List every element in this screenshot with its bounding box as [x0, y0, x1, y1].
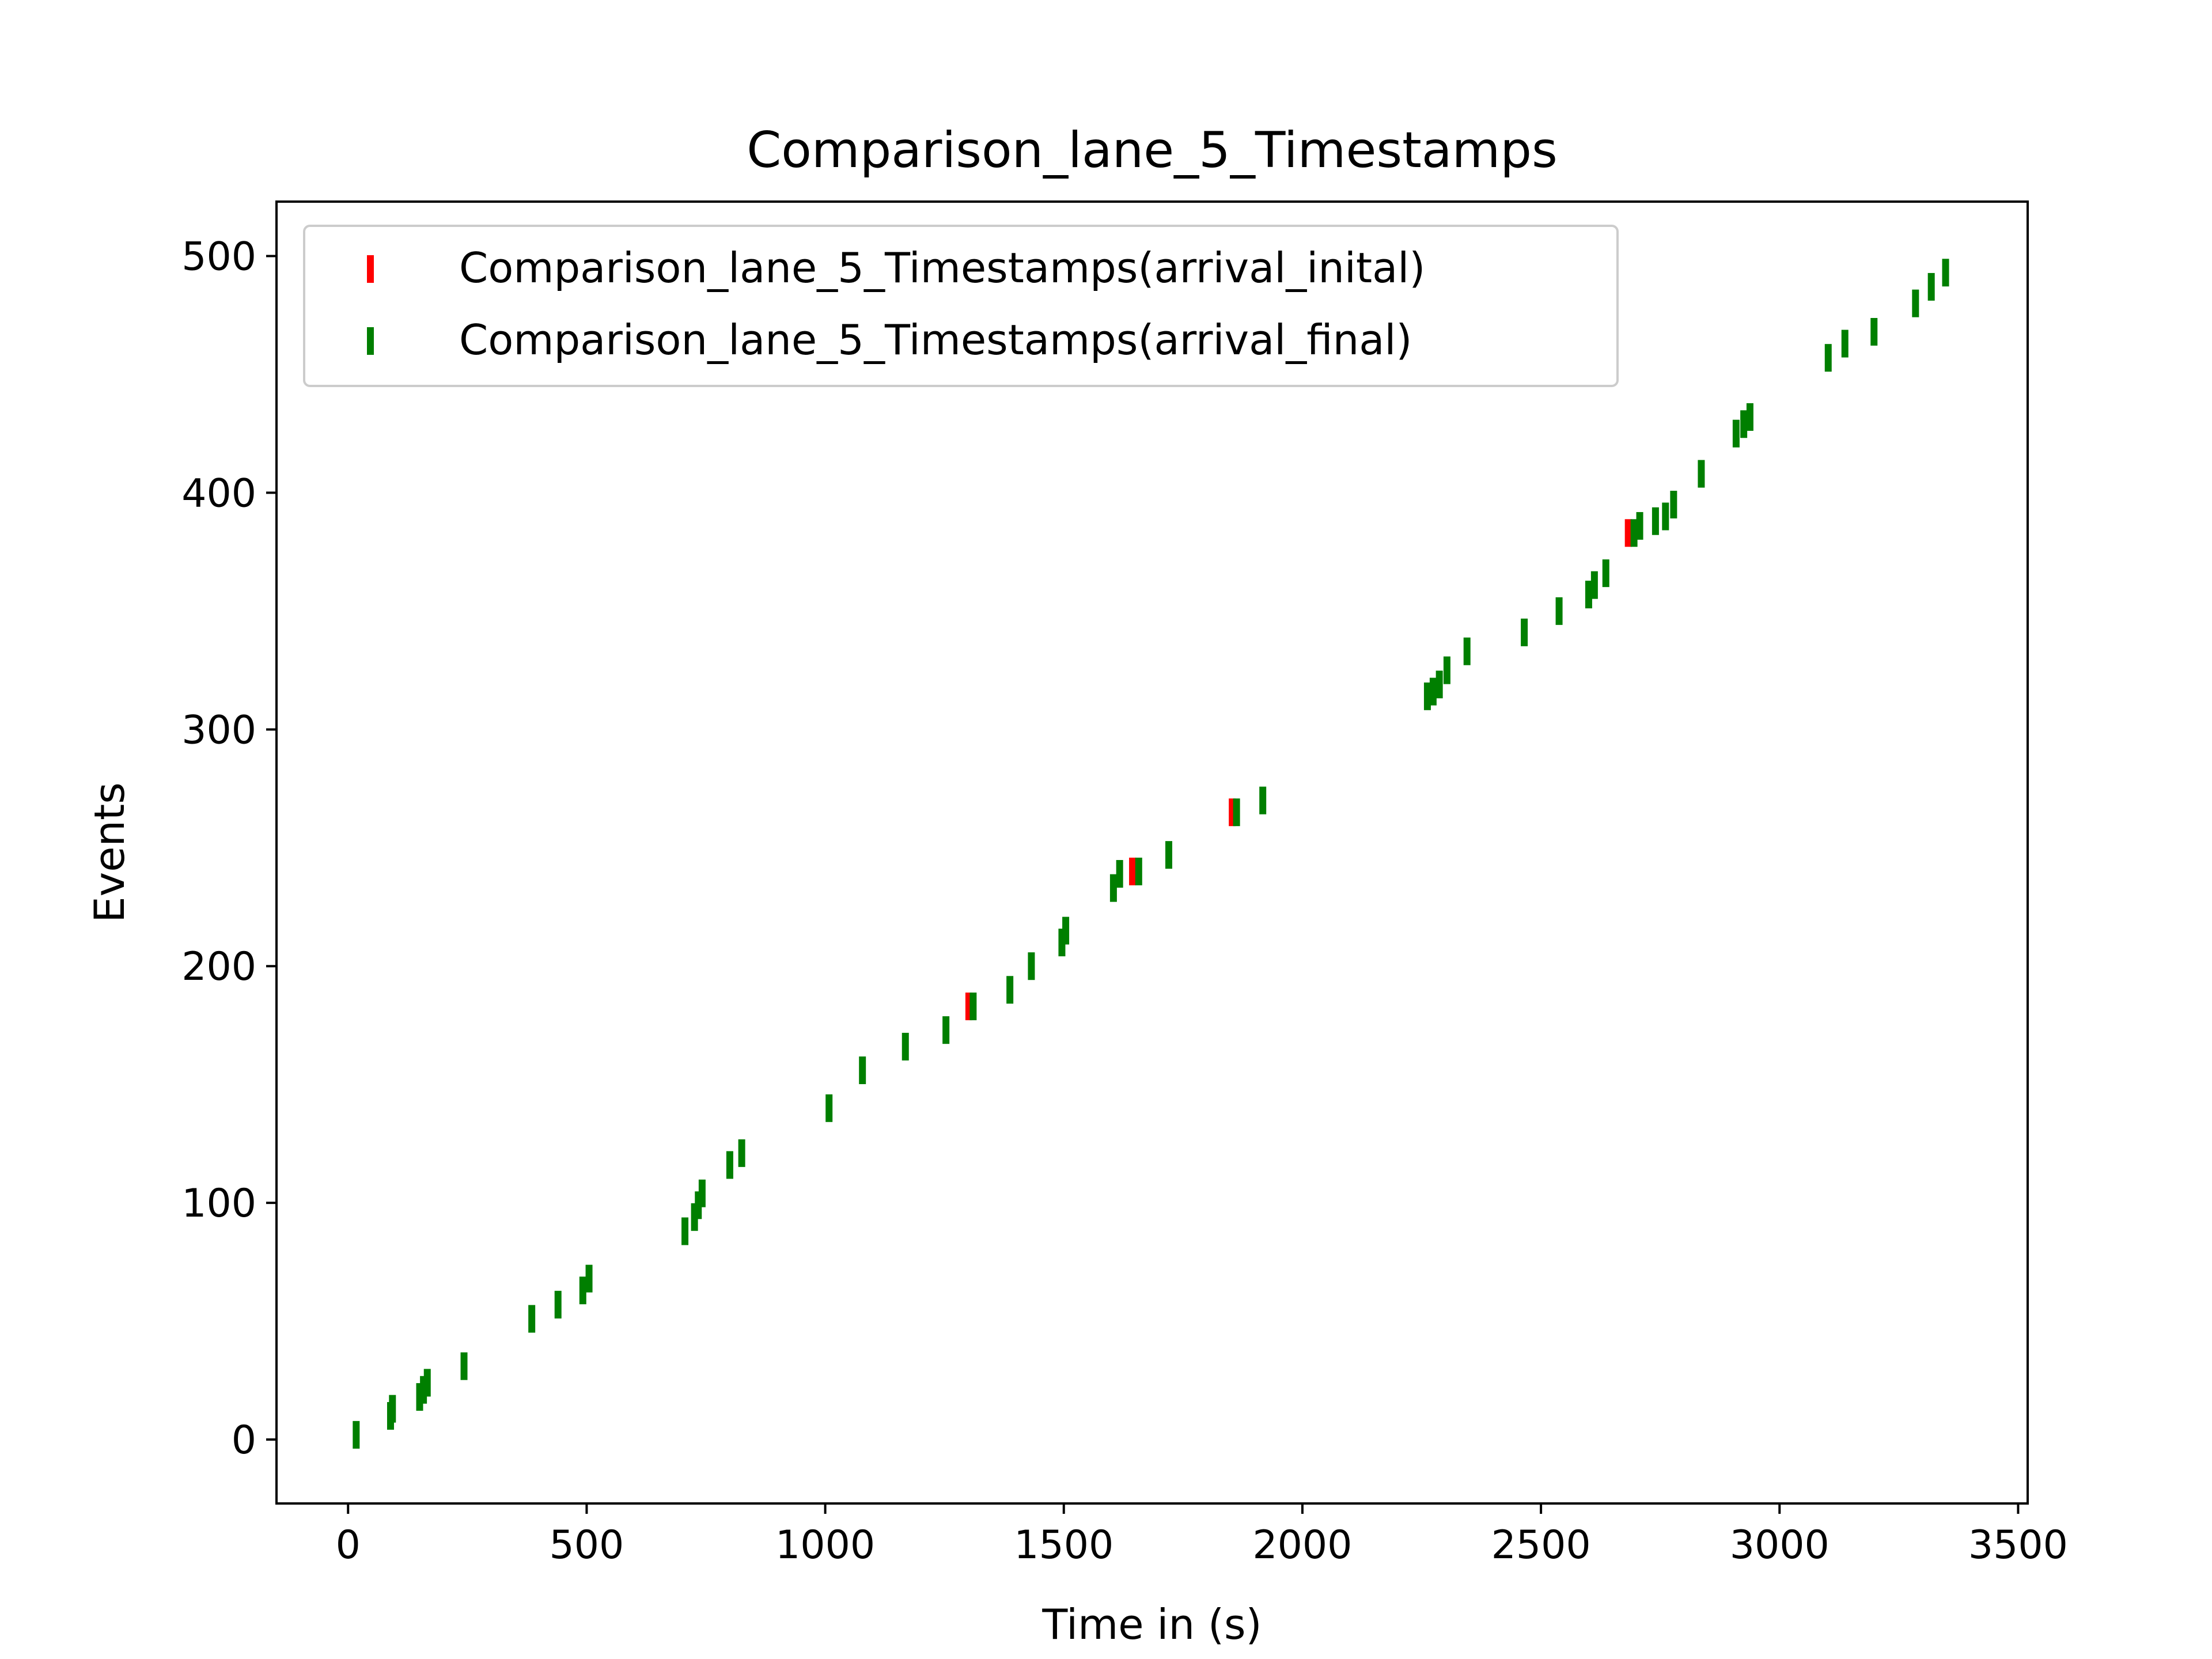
- event-mark-series-1-21: [969, 993, 977, 1021]
- event-mark-series-1-25: [1062, 916, 1070, 945]
- event-mark-series-1-40: [1590, 571, 1598, 599]
- legend-box: [303, 225, 1619, 387]
- event-mark-series-1-19: [902, 1032, 909, 1060]
- y-axis-ticks: 0 100 200 300 400 500: [181, 234, 276, 1463]
- event-mark-series-1-49: [1740, 410, 1748, 438]
- event-mark-series-1-26: [1109, 874, 1117, 902]
- event-mark-series-1-31: [1259, 786, 1267, 815]
- event-mark-series-1-37: [1521, 618, 1528, 646]
- event-mark-series-1-52: [1841, 329, 1849, 358]
- event-mark-series-1-22: [1006, 976, 1014, 1004]
- chart-title: Comparison_lane_5_Timestamps: [747, 122, 1558, 179]
- event-mark-series-1-46: [1670, 490, 1677, 518]
- y-axis-label: Events: [85, 782, 134, 923]
- x-axis-ticks: 0 500 1000 1500 2000 2500 3000 3500: [336, 1503, 2068, 1568]
- legend-swatch-arrival-inital: [367, 255, 374, 283]
- event-mark-series-1-27: [1116, 859, 1123, 888]
- event-mark-series-1-11: [681, 1217, 689, 1245]
- event-mark-series-1-35: [1443, 656, 1450, 684]
- event-mark-series-1-48: [1732, 419, 1740, 448]
- event-mark-series-1-51: [1824, 344, 1832, 372]
- event-mark-series-1-45: [1662, 502, 1669, 531]
- event-mark-series-1-8: [554, 1290, 562, 1319]
- event-mark-series-1-41: [1602, 559, 1609, 588]
- event-mark-series-1-38: [1555, 597, 1563, 625]
- event-mark-series-1-9: [579, 1277, 586, 1305]
- event-mark-series-1-7: [528, 1305, 536, 1333]
- event-mark-series-1-30: [1233, 798, 1240, 827]
- event-mark-series-1-55: [1927, 272, 1935, 301]
- plot-frame: [275, 200, 2029, 1505]
- event-mark-series-1-33: [1429, 677, 1437, 706]
- event-mark-series-1-2: [389, 1395, 396, 1423]
- y-tick-label-1: 100: [181, 1181, 256, 1226]
- legend-label-arrival-inital: Comparison_lane_5_Timestamps(arrival_ini…: [459, 244, 1425, 292]
- event-mark-series-1-28: [1135, 857, 1142, 885]
- event-mark-series-0-1: [1129, 857, 1137, 885]
- event-mark-series-1-14: [698, 1179, 706, 1207]
- event-mark-series-1-20: [942, 1016, 950, 1044]
- x-tick-label-3: 1500: [1014, 1522, 1113, 1568]
- event-mark-series-1-0: [353, 1421, 360, 1449]
- x-tick-label-1: 500: [550, 1522, 624, 1568]
- y-tick-label-0: 0: [232, 1418, 256, 1463]
- x-tick-label-0: 0: [336, 1522, 361, 1568]
- marks-layer: [353, 259, 1949, 1449]
- event-mark-series-1-18: [859, 1056, 866, 1085]
- x-tick-label-2: 1000: [775, 1522, 875, 1568]
- x-tick-label-7: 3500: [1968, 1522, 2068, 1568]
- x-tick-label-6: 3000: [1730, 1522, 1830, 1568]
- x-tick-label-5: 2500: [1491, 1522, 1591, 1568]
- y-tick-label-2: 200: [181, 944, 256, 990]
- event-mark-series-1-16: [738, 1139, 745, 1167]
- event-mark-series-1-32: [1423, 682, 1431, 710]
- event-mark-series-1-17: [825, 1094, 833, 1122]
- y-tick-label-3: 300: [181, 707, 256, 753]
- event-mark-series-1-53: [1870, 318, 1878, 346]
- y-tick-label-4: 400: [181, 471, 256, 516]
- event-mark-series-1-6: [460, 1352, 468, 1380]
- event-mark-series-1-42: [1630, 519, 1638, 547]
- event-mark-series-1-43: [1636, 512, 1643, 540]
- event-mark-series-1-44: [1652, 507, 1659, 535]
- event-mark-series-1-29: [1165, 841, 1172, 869]
- y-tick-label-5: 500: [181, 234, 256, 280]
- event-mark-series-1-56: [1942, 259, 1949, 287]
- event-mark-series-1-15: [726, 1151, 733, 1179]
- event-mark-series-1-23: [1028, 952, 1035, 980]
- event-mark-series-1-50: [1746, 403, 1753, 431]
- event-mark-series-1-47: [1698, 460, 1705, 488]
- event-mark-series-1-10: [585, 1264, 593, 1293]
- x-axis-label: Time in (s): [1041, 1600, 1262, 1649]
- event-mark-series-1-54: [1912, 289, 1919, 317]
- event-mark-series-0-3: [1624, 519, 1632, 547]
- event-mark-series-1-34: [1435, 671, 1443, 699]
- event-mark-series-1-36: [1463, 637, 1471, 665]
- event-mark-series-1-39: [1585, 581, 1592, 609]
- legend: Comparison_lane_5_Timestamps(arrival_ini…: [303, 225, 1619, 387]
- x-tick-label-4: 2000: [1252, 1522, 1352, 1568]
- legend-label-arrival-final: Comparison_lane_5_Timestamps(arrival_fin…: [459, 316, 1412, 364]
- legend-swatch-arrival-final: [367, 327, 374, 355]
- event-mark-series-1-5: [423, 1369, 431, 1397]
